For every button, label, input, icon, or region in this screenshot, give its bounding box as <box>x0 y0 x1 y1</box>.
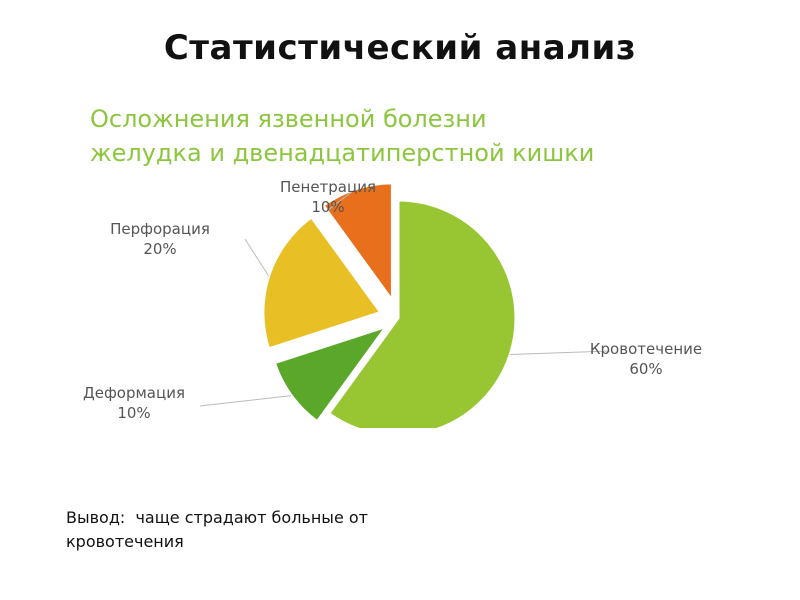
pie-slice-1 <box>326 198 518 428</box>
conclusion: Вывод: чаще страдают больные от кровотеч… <box>66 506 486 554</box>
pie-svg: Кровотечение 60% Деформация 10% Перфорация 20… <box>83 178 702 428</box>
slice-label-name-2: Деформация <box>83 384 185 402</box>
slice-label-value-1: 60% <box>629 360 662 378</box>
leader-line-1 <box>510 350 611 355</box>
chart-title: Осложнения язвенной болезни желудка и дв… <box>90 102 730 170</box>
conclusion-label: Вывод: <box>66 508 126 527</box>
pie-slice-2 <box>272 323 391 424</box>
conclusion-text: чаще страдают больные от кровотечения <box>66 508 374 551</box>
slice-label-name-1: Кровотечение <box>590 340 702 358</box>
slice-label-value-2: 10% <box>117 404 150 422</box>
slice-label-name-3: Перфорация <box>110 220 210 238</box>
pie-chart: Осложнения язвенной болезни желудка и дв… <box>50 98 730 428</box>
leader-line-4 <box>327 188 357 211</box>
slice-label-value-4: 10% <box>311 198 344 216</box>
slice-label-name-4: Пенетрация <box>280 178 376 196</box>
slide-title: Статистический анализ <box>163 28 637 68</box>
pie-slice-3 <box>261 214 384 351</box>
slice-label-value-3: 20% <box>143 240 176 258</box>
chart-title-line-2: желудка и двенадцатиперстной кишки <box>90 139 595 167</box>
leader-line-2 <box>199 395 292 407</box>
chart-title-line-1: Осложнения язвенной болезни <box>90 105 487 133</box>
leader-line-3 <box>244 238 270 277</box>
